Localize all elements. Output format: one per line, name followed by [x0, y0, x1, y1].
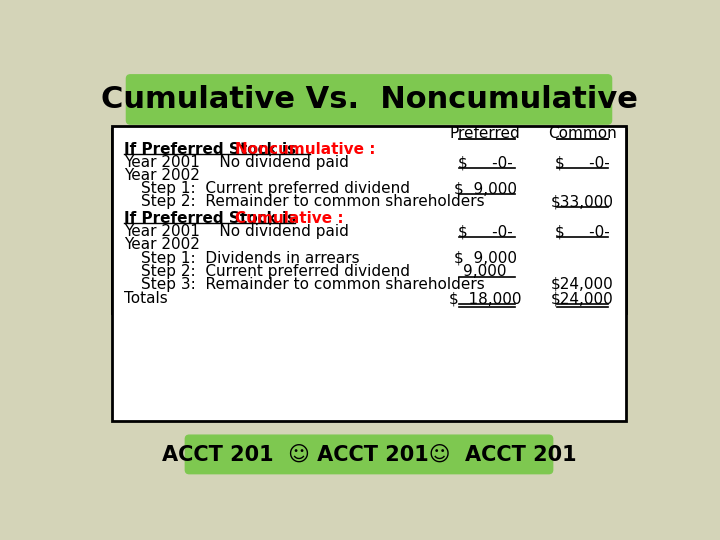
- Text: Step 1:  Dividends in arrears: Step 1: Dividends in arrears: [141, 251, 360, 266]
- Text: Preferred: Preferred: [450, 126, 521, 141]
- Text: Noncumulative :: Noncumulative :: [235, 142, 375, 157]
- Text: Step 2:  Current preferred dividend: Step 2: Current preferred dividend: [141, 264, 410, 279]
- Text: Step 1:  Current preferred dividend: Step 1: Current preferred dividend: [141, 181, 410, 196]
- Text: ACCT 201  ☺ ACCT 201☺  ACCT 201: ACCT 201 ☺ ACCT 201☺ ACCT 201: [162, 444, 576, 464]
- Text: $     -0-: $ -0-: [554, 225, 610, 239]
- Text: Totals: Totals: [124, 292, 168, 306]
- FancyBboxPatch shape: [112, 130, 626, 313]
- Text: Cumulative Vs.  Noncumulative: Cumulative Vs. Noncumulative: [101, 85, 637, 114]
- Text: Common: Common: [548, 126, 616, 141]
- Text: Step 3:  Remainder to common shareholders: Step 3: Remainder to common shareholders: [141, 276, 485, 292]
- Text: Step 2:  Remainder to common shareholders: Step 2: Remainder to common shareholders: [141, 194, 485, 210]
- Text: Year 2002: Year 2002: [124, 238, 200, 253]
- Text: If Preferred Stock is: If Preferred Stock is: [124, 211, 302, 226]
- Text: $24,000: $24,000: [551, 276, 613, 292]
- Text: $  9,000: $ 9,000: [454, 251, 517, 266]
- Text: Cumulative :: Cumulative :: [235, 211, 343, 226]
- Text: 9,000: 9,000: [464, 264, 507, 279]
- FancyBboxPatch shape: [185, 435, 553, 474]
- Text: $     -0-: $ -0-: [458, 155, 513, 170]
- Text: $24,000: $24,000: [551, 292, 613, 306]
- Text: Year 2001    No dividend paid: Year 2001 No dividend paid: [124, 155, 349, 170]
- Text: Year 2001    No dividend paid: Year 2001 No dividend paid: [124, 225, 349, 239]
- Text: $33,000: $33,000: [551, 194, 613, 210]
- FancyBboxPatch shape: [112, 126, 626, 421]
- Text: If Preferred Stock is: If Preferred Stock is: [124, 142, 302, 157]
- Text: $     -0-: $ -0-: [458, 225, 513, 239]
- Text: $  9,000: $ 9,000: [454, 181, 517, 196]
- Text: $     -0-: $ -0-: [554, 155, 610, 170]
- Text: Year 2002: Year 2002: [124, 168, 200, 183]
- Text: $  18,000: $ 18,000: [449, 292, 521, 306]
- FancyBboxPatch shape: [127, 75, 611, 124]
